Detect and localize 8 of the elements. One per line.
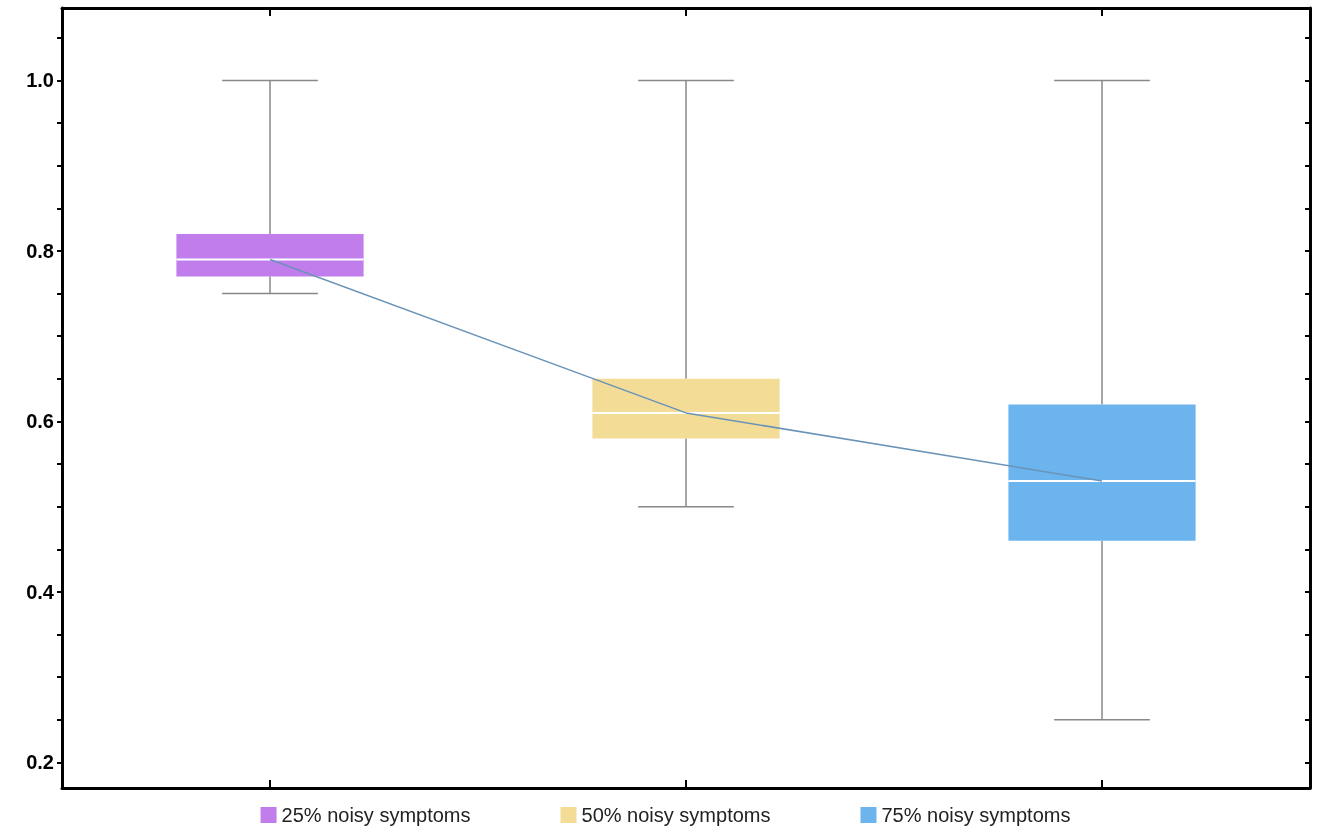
y-tick-label: 0.4: [26, 580, 55, 603]
y-tick-label: 0.2: [26, 751, 54, 774]
y-tick-label: 1.0: [26, 69, 54, 92]
legend-label: 50% noisy symptoms: [581, 804, 771, 826]
legend-label: 75% noisy symptoms: [881, 804, 1071, 826]
legend-label: 25% noisy symptoms: [281, 804, 471, 826]
y-tick-label: 0.8: [26, 239, 54, 262]
y-tick-label: 0.6: [26, 410, 54, 433]
